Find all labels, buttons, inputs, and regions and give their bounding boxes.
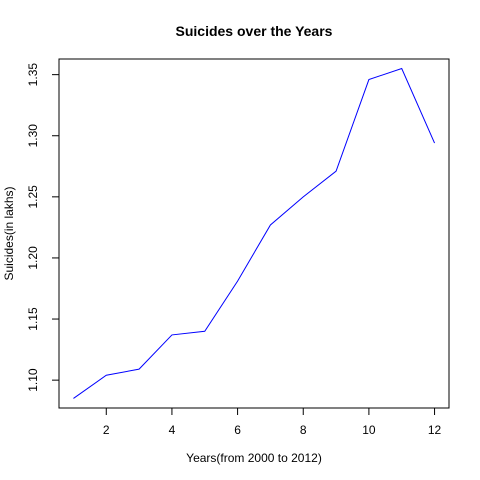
x-tick-label: 2: [103, 423, 110, 437]
y-tick-label: 1.25: [26, 185, 40, 209]
x-tick-label: 4: [169, 423, 176, 437]
x-axis-label: Years(from 2000 to 2012): [186, 451, 322, 465]
y-tick-label: 1.20: [26, 246, 40, 270]
chart-title: Suicides over the Years: [176, 23, 333, 39]
x-tick-label: 8: [300, 423, 307, 437]
y-tick-label: 1.15: [26, 307, 40, 331]
series-line: [73, 67, 436, 399]
x-tick-label: 6: [234, 423, 241, 437]
y-axis-label: Suicides(in lakhs): [2, 186, 16, 280]
plot-frame: [58, 58, 450, 409]
y-tick-label: 1.35: [26, 63, 40, 87]
y-tick-label: 1.30: [26, 124, 40, 148]
y-tick-label: 1.10: [26, 368, 40, 392]
y-axis: 1.10 1.15 1.20 1.25 1.30 1.35: [26, 63, 59, 392]
x-tick-label: 10: [362, 423, 376, 437]
x-tick-label: 12: [428, 423, 442, 437]
x-axis: 2 4 6 8 10 12: [103, 408, 442, 437]
